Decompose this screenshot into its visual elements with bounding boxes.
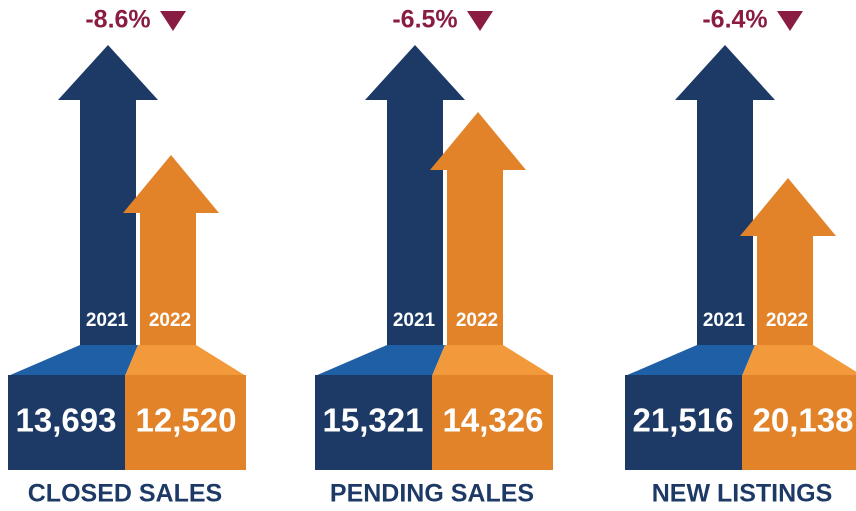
base-2021 xyxy=(315,375,432,470)
value-a: 13,693 xyxy=(16,402,117,439)
value-a: 21,516 xyxy=(633,402,734,439)
value-b: 12,520 xyxy=(136,402,237,439)
base-top-2021 xyxy=(625,345,755,376)
year-b: 2022 xyxy=(456,310,498,331)
down-triangle xyxy=(160,11,186,31)
base-2022 xyxy=(742,375,856,470)
down-triangle xyxy=(777,11,803,31)
arrow-2021 xyxy=(675,45,775,346)
year-a: 2021 xyxy=(393,310,436,331)
base-2022 xyxy=(125,375,246,470)
change: -6.5% xyxy=(392,6,457,34)
arrow-2022 xyxy=(123,155,219,346)
change: -6.4% xyxy=(702,6,767,34)
base-top-2021 xyxy=(315,345,445,376)
panel-label: PENDING SALES xyxy=(330,480,534,508)
panel-label: NEW LISTINGS xyxy=(652,480,833,508)
base-2021 xyxy=(625,375,742,470)
base-2021 xyxy=(8,375,125,470)
base-top-2021 xyxy=(8,345,138,376)
value-b: 14,326 xyxy=(443,402,544,439)
value-b: 20,138 xyxy=(753,402,854,439)
base-top-2022 xyxy=(125,345,246,376)
down-triangle xyxy=(467,11,493,31)
base-top-2022 xyxy=(432,345,553,376)
year-a: 2021 xyxy=(703,310,746,331)
arrow-2021 xyxy=(365,45,465,346)
value-a: 15,321 xyxy=(323,402,424,439)
arrow-2022 xyxy=(430,112,526,346)
year-b: 2022 xyxy=(766,310,808,331)
year-a: 2021 xyxy=(86,310,129,331)
base-2022 xyxy=(432,375,553,470)
panel-label: CLOSED SALES xyxy=(28,480,222,508)
arrow-2021 xyxy=(58,45,158,346)
base-top-2022 xyxy=(742,345,856,376)
arrow-2022 xyxy=(740,178,836,346)
change: -8.6% xyxy=(85,6,150,34)
year-b: 2022 xyxy=(149,310,191,331)
